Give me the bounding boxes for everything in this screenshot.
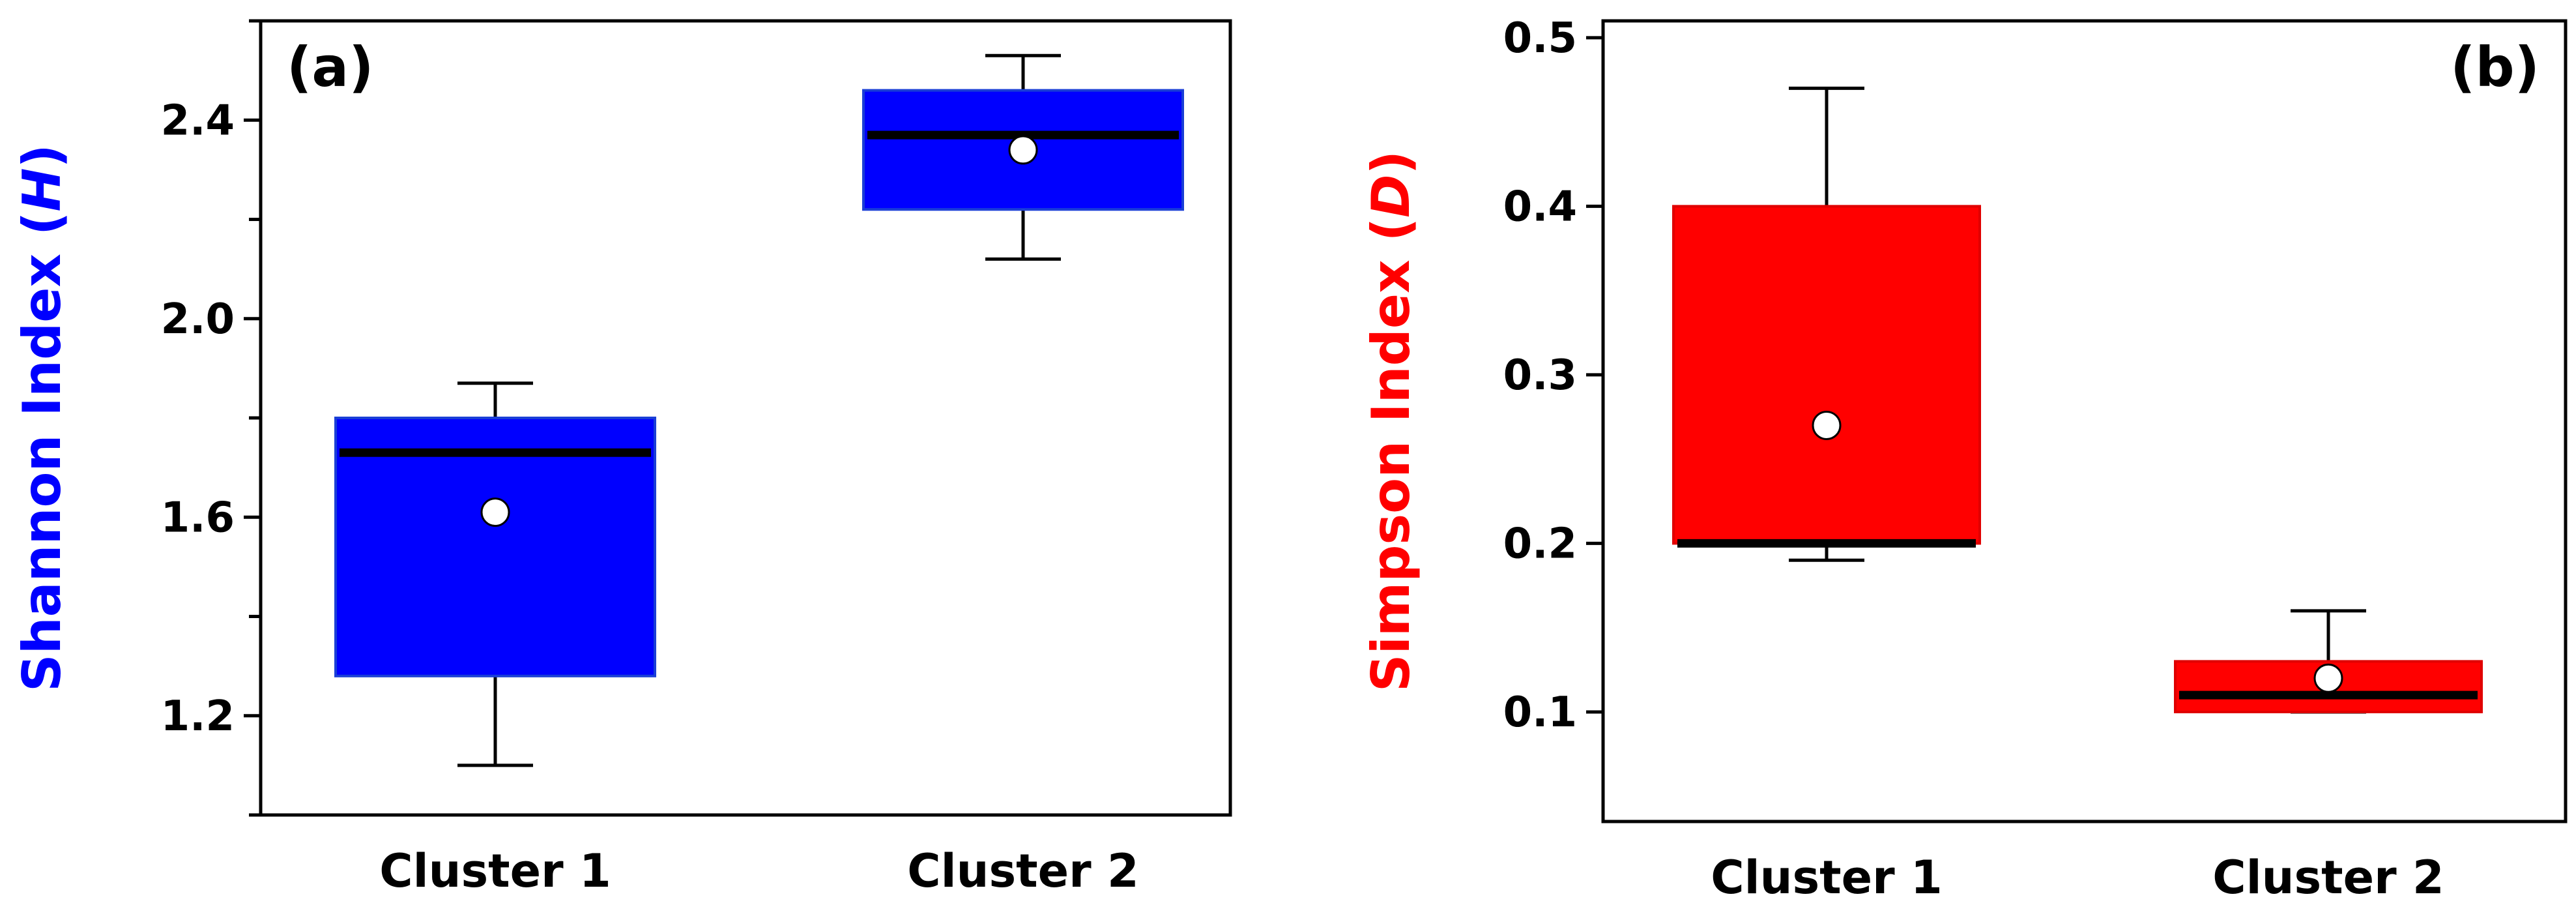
- y-tick-label: 2.4: [161, 96, 235, 145]
- panel-a-label: (a): [287, 35, 373, 99]
- y-tick-label: 0.5: [1503, 14, 1577, 63]
- panel-b-label: (b): [2450, 35, 2540, 99]
- panel-a-x-axis: Cluster 1 Cluster 2: [379, 844, 1138, 898]
- panel-b-x-axis: Cluster 1 Cluster 2: [1711, 851, 2444, 904]
- x-category-label: Cluster 1: [379, 844, 611, 898]
- x-category-label: Cluster 2: [2212, 851, 2444, 904]
- panel-a-y-axis: 1.2 1.6 2.0 2.4: [161, 19, 261, 817]
- panel-b-boxes: [1672, 86, 2483, 714]
- y-tick-label: 0.4: [1503, 183, 1577, 231]
- panel-a-y-axis-title-close: ): [12, 144, 72, 168]
- panel-b-frame: [1601, 19, 2568, 823]
- box-2: [862, 53, 1184, 261]
- x-category-label: Cluster 1: [1711, 851, 1942, 904]
- panel-b-y-axis-title-close: ): [1361, 151, 1421, 175]
- y-tick-label: 0.2: [1503, 520, 1577, 568]
- y-tick-label: 0.3: [1503, 351, 1577, 400]
- mean-marker: [1812, 410, 1842, 440]
- box-1: [1672, 86, 1981, 562]
- mean-marker: [480, 497, 510, 527]
- y-tick-label: 1.2: [161, 692, 235, 741]
- panel-a-y-axis-title-text: Shannon Index (: [12, 212, 72, 692]
- panel-a-y-axis-title-var: H: [12, 168, 72, 212]
- panel-a-y-axis-title: Shannon Index (H): [12, 144, 72, 692]
- panel-b: 0.1 0.2 0.3 0.4 0.5 Cluster 1 Cluster 2 (b) S…: [1361, 14, 2568, 904]
- panel-b-y-axis-title-text: Simpson Index (: [1361, 218, 1421, 692]
- panel-a-boxes: [334, 53, 1184, 767]
- mean-marker: [2313, 663, 2343, 693]
- panel-b-y-axis-title: Simpson Index (D): [1361, 151, 1421, 692]
- box-2: [2174, 609, 2483, 714]
- panel-b-y-axis-title-var: D: [1361, 174, 1421, 217]
- panel-b-y-axis: 0.1 0.2 0.3 0.4 0.5: [1503, 14, 1603, 737]
- mean-marker: [1008, 135, 1038, 165]
- y-tick-label: 1.6: [161, 494, 235, 542]
- x-category-label: Cluster 2: [907, 844, 1138, 898]
- box-body: [334, 417, 656, 677]
- y-tick-label: 0.1: [1503, 688, 1577, 737]
- box-1: [334, 381, 656, 767]
- y-tick-label: 2.0: [161, 295, 235, 344]
- panel-a: 1.2 1.6 2.0 2.4 Cluster 1 Cluster 2 (a) Shan…: [12, 19, 1232, 898]
- box-body: [1672, 205, 1981, 545]
